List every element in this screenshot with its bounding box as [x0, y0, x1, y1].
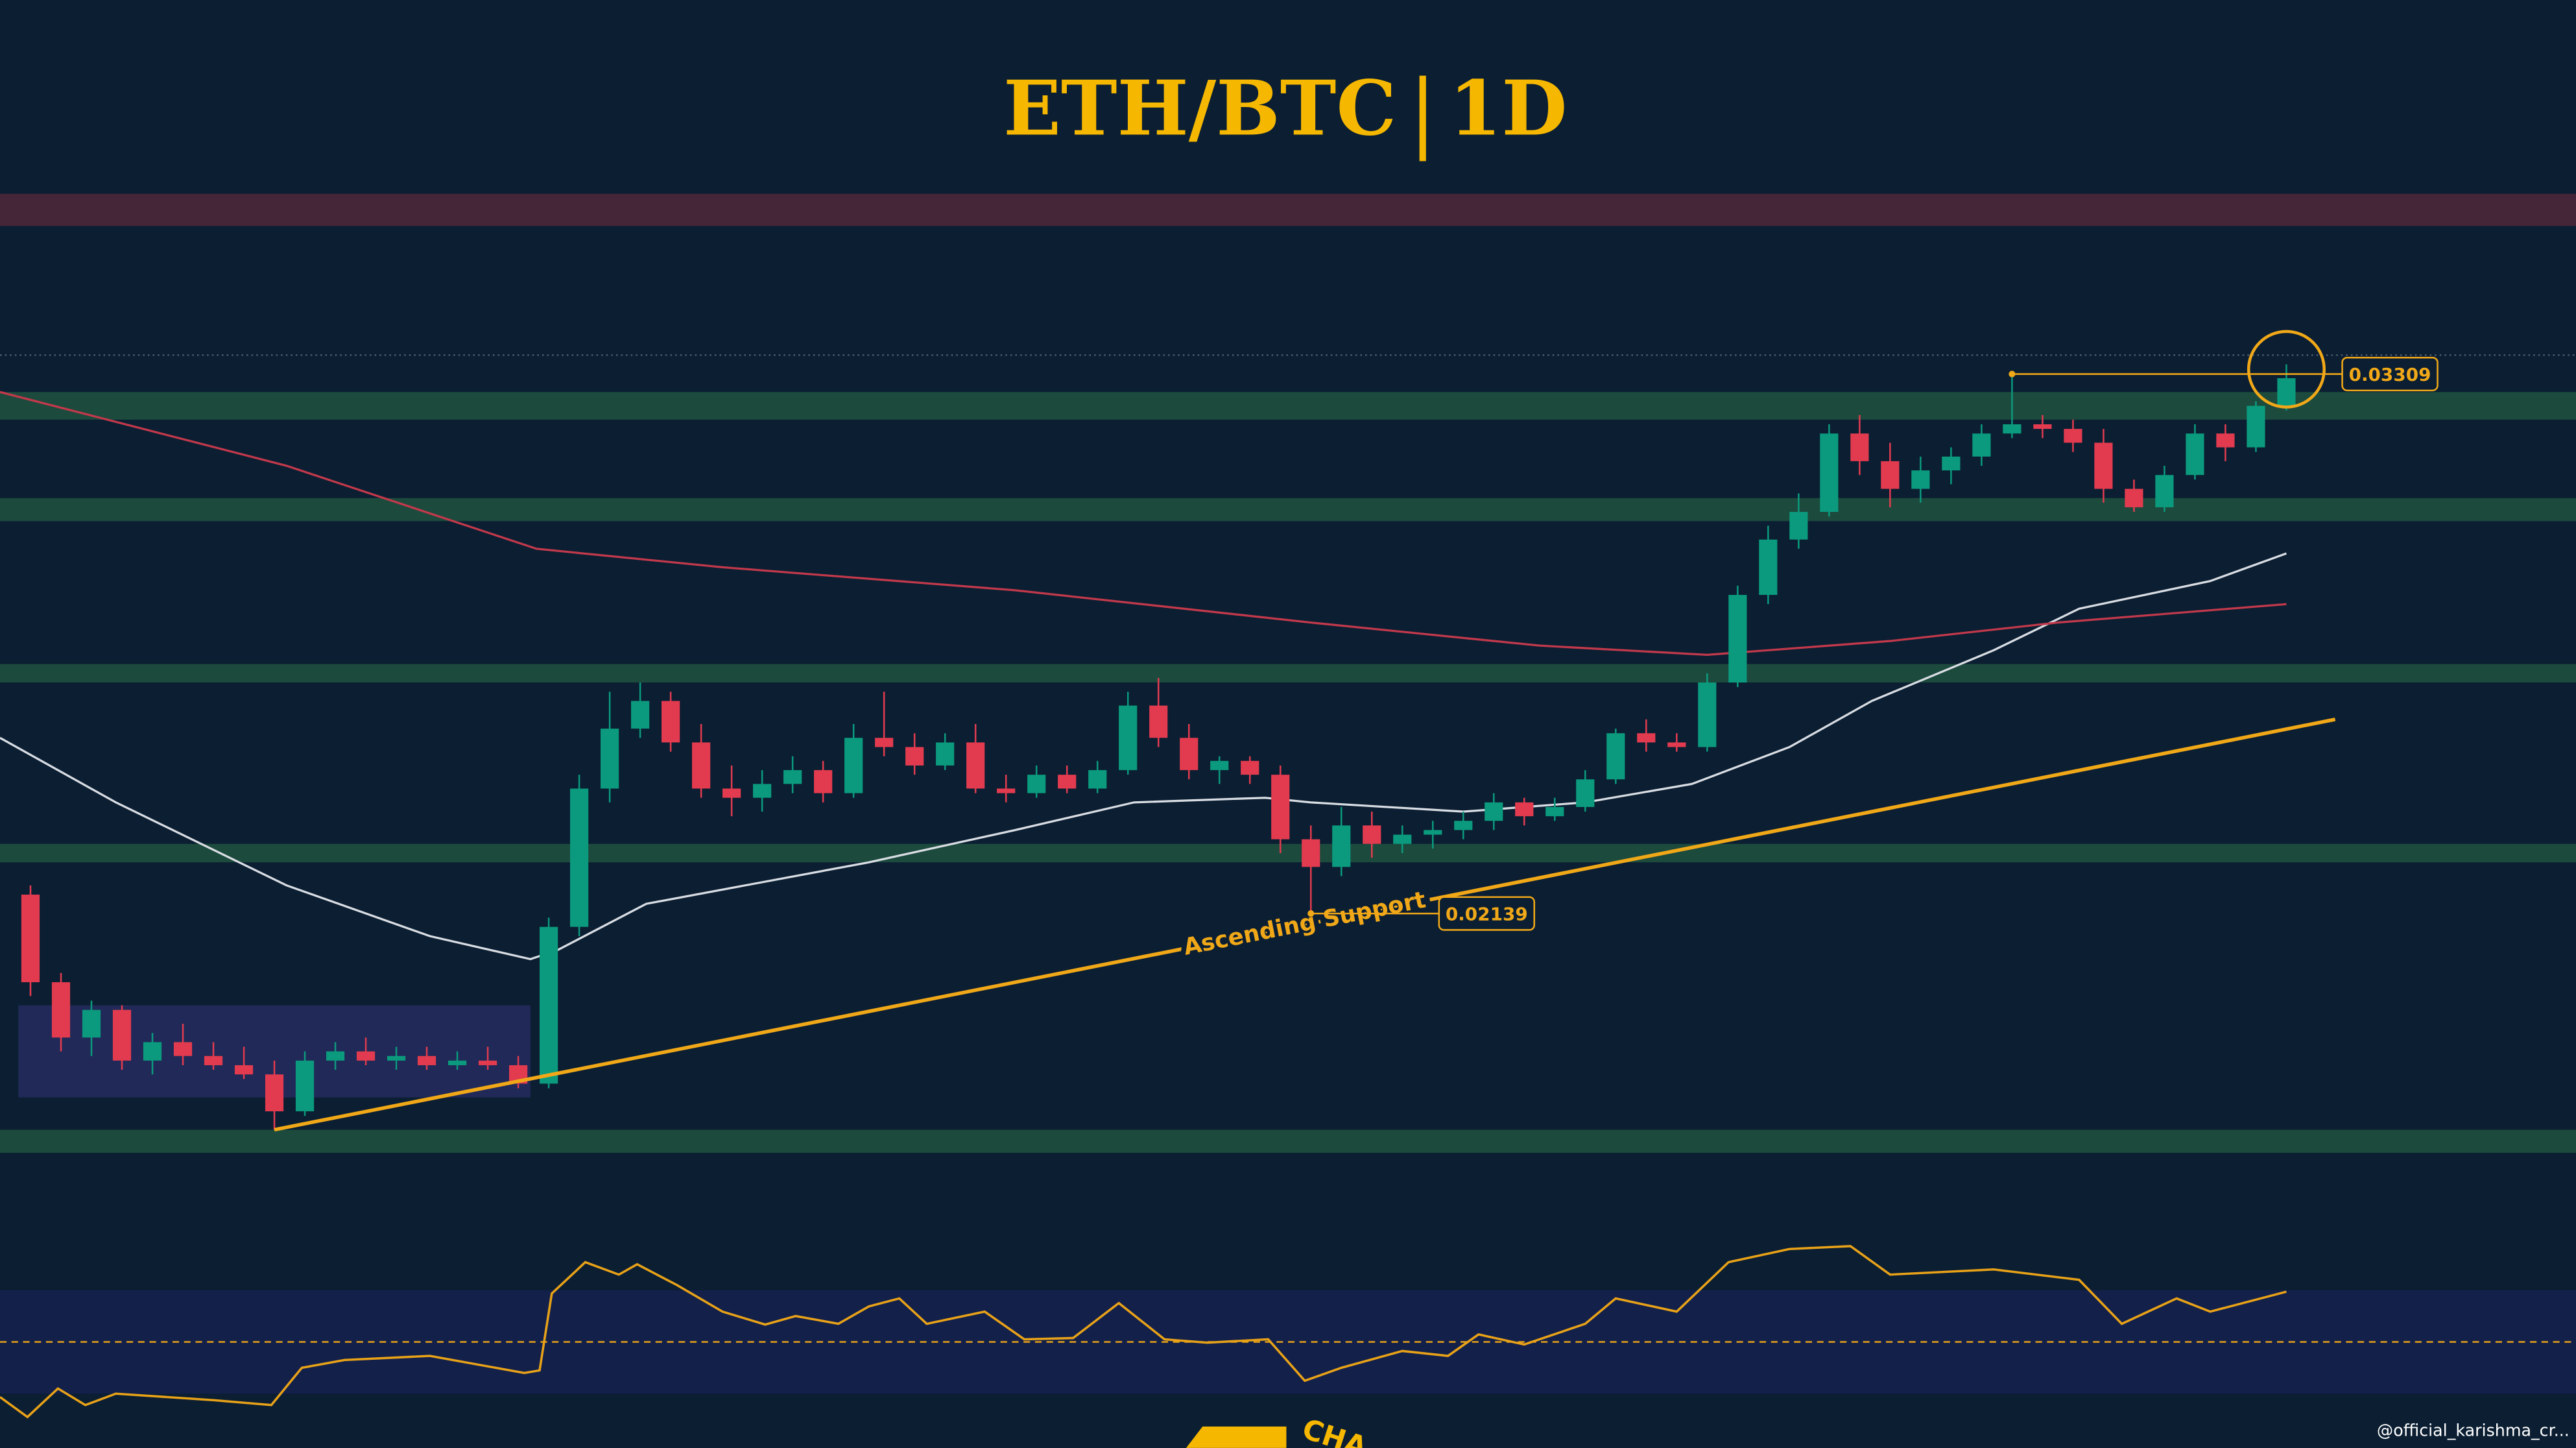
candle-body: [1911, 470, 1930, 489]
candle-body: [905, 747, 924, 766]
candle-body: [1545, 806, 1564, 817]
rsi-line: [0, 1245, 2287, 1419]
candle-body: [1698, 682, 1717, 747]
candle-body: [2033, 424, 2052, 429]
candle-body: [1302, 839, 1320, 867]
candle-body: [1241, 760, 1259, 775]
rsi-layer: [0, 1245, 2576, 1419]
candle-body: [966, 742, 985, 789]
highlight-circle: [2247, 330, 2326, 409]
candle-body: [1606, 733, 1625, 780]
zones-layer: [0, 193, 2576, 1153]
candle-body: [1972, 433, 1991, 457]
price-label-box: [1438, 896, 1536, 931]
candle-body: [2155, 475, 2174, 507]
moving-average: [0, 391, 2287, 657]
candle-body: [1393, 834, 1412, 844]
candle-body: [662, 701, 680, 743]
candle-body: [51, 982, 71, 1038]
price-label: 0.03309: [2349, 364, 2431, 385]
candle-body: [173, 1042, 193, 1056]
candle-body: [601, 729, 619, 789]
candle-body: [1759, 539, 1778, 595]
candle-body: [753, 784, 772, 798]
candle-body: [387, 1056, 406, 1061]
candle-body: [1119, 705, 1138, 771]
candle-body: [844, 738, 863, 793]
candle-body: [234, 1065, 254, 1075]
candle-body: [21, 894, 40, 983]
watermark: @official_karishma_cr...: [2377, 1421, 2570, 1440]
candle-body: [1789, 512, 1808, 540]
candle-body: [1881, 461, 1900, 489]
zone: [0, 392, 2576, 420]
candle-body: [1637, 733, 1656, 743]
zone: [0, 193, 2576, 226]
candle-body: [997, 788, 1016, 793]
candle-body: [204, 1056, 223, 1065]
candle-body: [783, 770, 802, 784]
price-label: 0.02139: [1446, 904, 1528, 925]
candle-body: [417, 1056, 436, 1065]
candle-body: [1515, 802, 1534, 817]
zone: [0, 1129, 2576, 1153]
candle-body: [1088, 770, 1107, 789]
candle-body: [570, 788, 589, 927]
candle-body: [2186, 433, 2204, 476]
candle-body: [2125, 489, 2143, 507]
candle-body: [2094, 442, 2113, 489]
candle-body: [2216, 433, 2235, 448]
candle-body: [1667, 742, 1686, 747]
candle-body: [1576, 779, 1595, 807]
candle-body: [143, 1042, 162, 1061]
candle-body: [82, 1009, 101, 1038]
candle-body: [2247, 405, 2265, 448]
candle-body: [1180, 738, 1199, 771]
candle-body: [1149, 705, 1168, 738]
price-label-box: [2341, 356, 2439, 392]
candle-body: [447, 1060, 467, 1065]
candle-body: [1363, 825, 1381, 844]
candle-body: [478, 1060, 497, 1065]
candle-body: [1820, 433, 1839, 513]
candle-body: [326, 1051, 345, 1061]
zone: [0, 498, 2576, 522]
candle-body: [1210, 760, 1229, 771]
candle-body: [1424, 830, 1442, 835]
candle-body: [936, 742, 955, 766]
timeframe: 1D: [1449, 64, 1567, 152]
candle-body: [1332, 825, 1351, 867]
candle-body: [1850, 433, 1869, 461]
candle-body: [2277, 378, 2296, 406]
logo-shape: [1186, 1426, 1287, 1448]
candle-body: [2003, 424, 2021, 434]
candle-body: [1942, 456, 1961, 471]
candle-body: [814, 770, 833, 793]
candle-body: [722, 788, 741, 798]
candle-body: [1454, 821, 1473, 830]
candle-body: [875, 738, 894, 747]
price-point: [1307, 910, 1315, 917]
candle-body: [2064, 429, 2082, 443]
candle-body: [356, 1051, 376, 1061]
moving-average: [0, 552, 2287, 961]
candle-body: [1027, 775, 1046, 793]
candle-body: [1485, 802, 1503, 821]
candle-body: [265, 1074, 284, 1112]
zone: [0, 664, 2576, 683]
support-line: [274, 718, 2336, 1132]
candle-body: [1728, 594, 1747, 683]
candle-body: [692, 742, 711, 789]
candle-body: [1271, 775, 1290, 839]
candle-body: [1058, 775, 1077, 789]
chart-title: ETH/BTC: [1003, 64, 1396, 152]
zone: [0, 843, 2576, 863]
candle-body: [540, 926, 558, 1084]
candle-body: [295, 1060, 315, 1112]
candle-body: [112, 1009, 132, 1061]
candle-body: [631, 701, 650, 729]
